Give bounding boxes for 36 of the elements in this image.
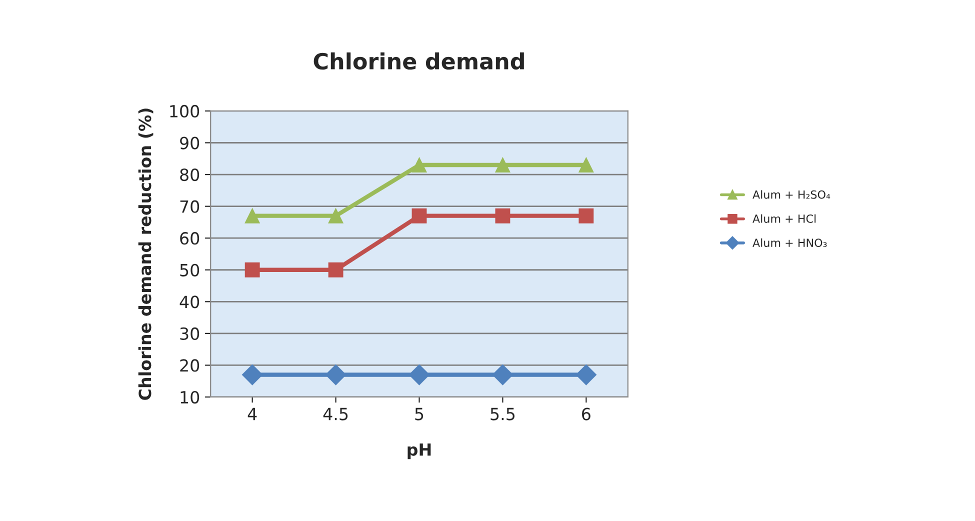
point xyxy=(576,364,597,386)
y-tick-label: 80 xyxy=(180,168,200,182)
legend-label: Alum + H₂SO₄ xyxy=(752,190,830,199)
y-tick-label: 70 xyxy=(180,200,200,213)
chart-title: Chlorine demand xyxy=(314,52,524,70)
point xyxy=(244,208,260,224)
x-tick-label: 5 xyxy=(415,408,424,420)
point xyxy=(408,364,430,386)
point xyxy=(492,364,514,386)
y-tick-label: 10 xyxy=(180,390,200,404)
y-tick-label: 40 xyxy=(180,296,200,308)
point xyxy=(412,158,427,172)
legend-label: Alum + HNO₃ xyxy=(752,238,827,247)
point xyxy=(328,262,344,278)
x-tick-label: 5.5 xyxy=(490,408,515,420)
y-axis-title: Chlorine demand reduction (%) xyxy=(138,108,154,400)
point xyxy=(578,158,594,172)
x-axis-title: pH xyxy=(408,444,431,460)
y-tick-label: 20 xyxy=(180,359,200,372)
x-tick-label: 4.5 xyxy=(323,408,348,420)
y-tick-label: 60 xyxy=(180,232,200,245)
point xyxy=(495,158,510,172)
point xyxy=(578,208,594,224)
point xyxy=(242,364,263,386)
point xyxy=(495,208,510,224)
point xyxy=(412,208,427,224)
x-tick-label: 6 xyxy=(582,408,590,420)
point xyxy=(325,364,346,386)
x-tick-label: 4 xyxy=(248,408,257,420)
y-tick-label: 50 xyxy=(180,264,200,276)
point xyxy=(328,208,344,224)
legend-label: Alum + HCl xyxy=(752,214,816,223)
y-tick-label: 90 xyxy=(180,136,200,150)
y-tick-label: 100 xyxy=(170,104,200,118)
point xyxy=(244,262,260,278)
y-tick-label: 30 xyxy=(180,327,200,340)
